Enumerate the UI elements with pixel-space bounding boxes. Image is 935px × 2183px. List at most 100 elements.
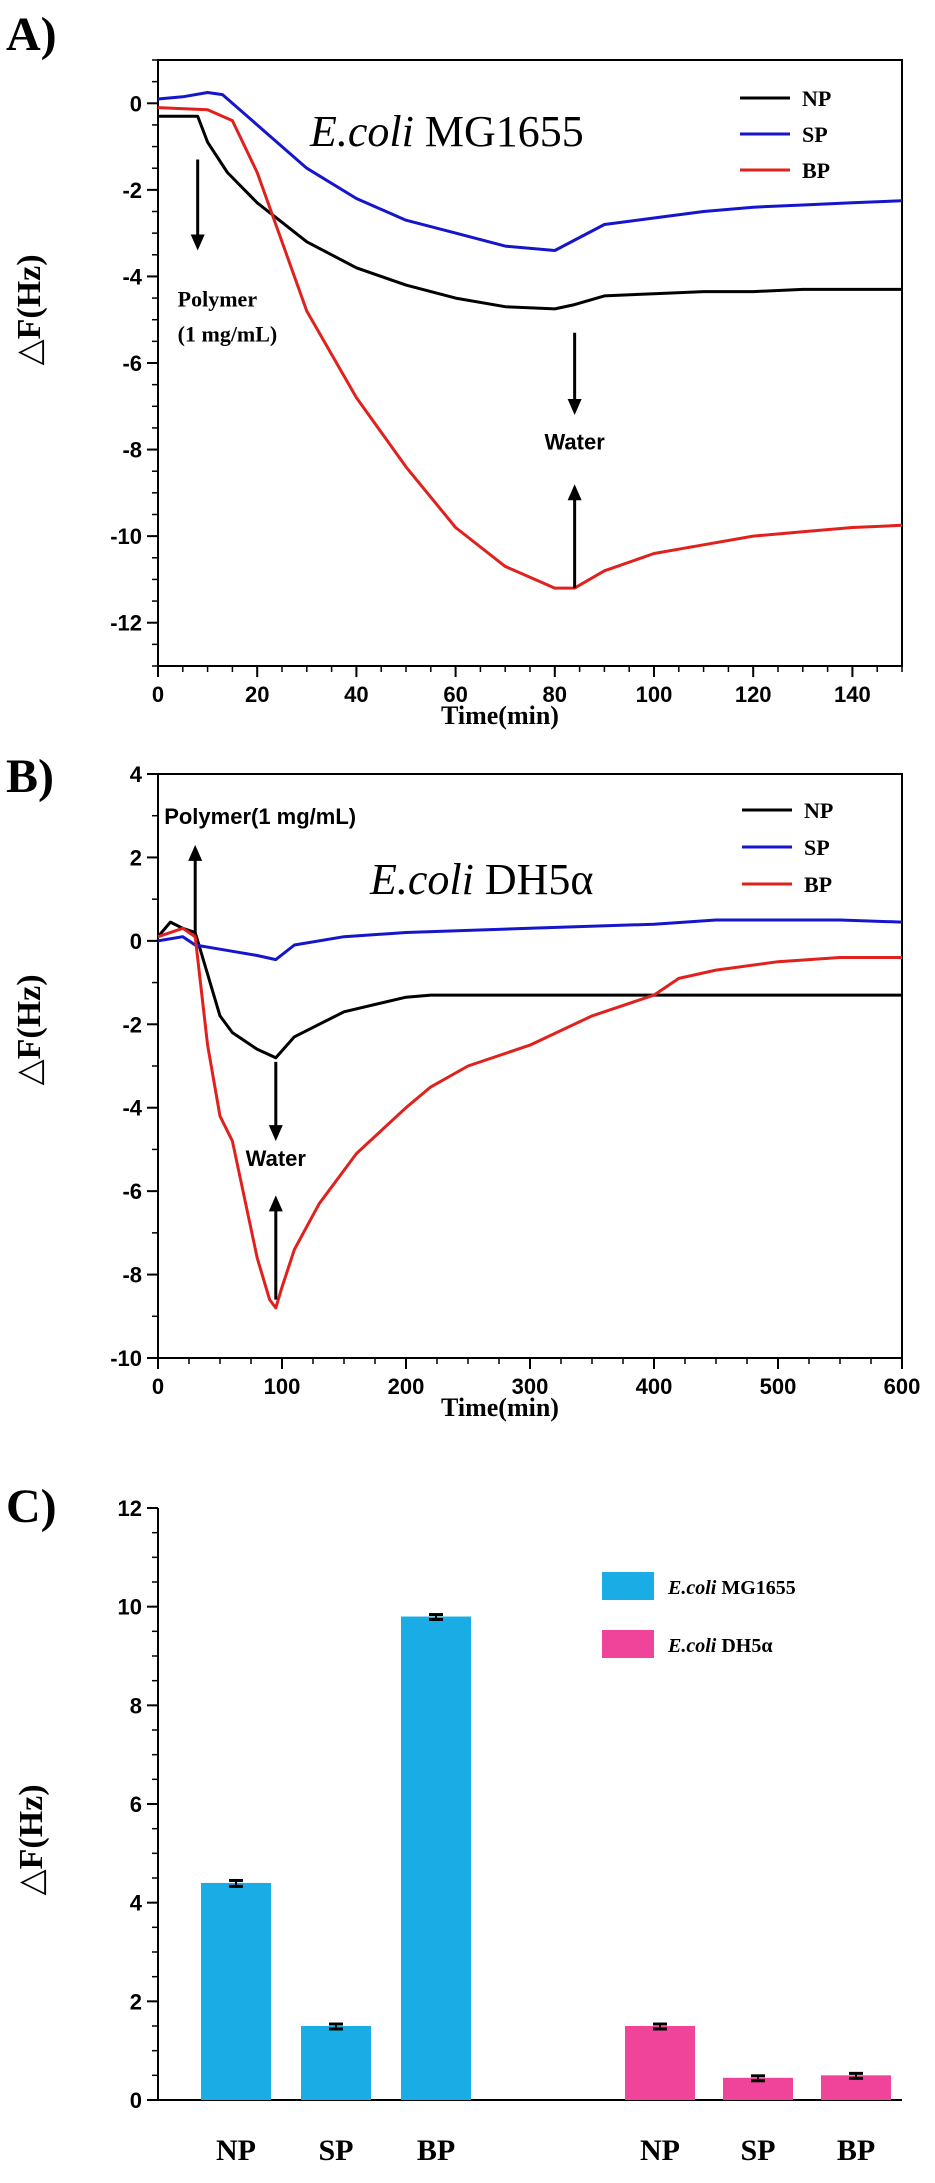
x-tick-label: 0 [152, 682, 164, 707]
series-line-sp [157, 91, 903, 252]
annotation-arrow-2-head [567, 484, 582, 501]
legend-label-bp: BP [802, 158, 830, 183]
panel-b-strain-label: E.coli DH5α [369, 855, 593, 904]
panel-a-strain-roman: MG1655 [414, 107, 584, 156]
x-tick-label: 100 [264, 1374, 301, 1399]
y-tick-label: 0 [130, 91, 142, 116]
annotation-arrow-0-head [188, 844, 203, 861]
y-tick-label: 0 [130, 2088, 142, 2113]
x-tick-label: 400 [636, 1374, 673, 1399]
panel-b-x-axis-title: Time(min) [441, 1393, 559, 1422]
legend-label-italic-g1: E.coli [667, 1635, 717, 1657]
legend-label-bp: BP [804, 872, 832, 897]
panel-b: B) △F(Hz) Time(min) E.coli DH5α 0 100 200 3… [6, 750, 920, 1422]
x-tick-label: 200 [388, 1374, 425, 1399]
panel-b-y-axis-title: △F(Hz) [11, 974, 48, 1085]
y-tick-label: -8 [122, 1263, 142, 1288]
annotation-arrow-0-head [190, 234, 205, 251]
panel-b-strain-italic: E.coli [369, 855, 474, 904]
x-tick-label: 80 [543, 682, 567, 707]
y-tick-label: -10 [110, 1346, 142, 1371]
y-tick-label: -2 [122, 178, 142, 203]
y-tick-label: 2 [130, 845, 142, 870]
series-line-bp [157, 926, 902, 1310]
category-label-g1-bp: BP [837, 2134, 875, 2167]
y-tick-label: 10 [118, 1595, 142, 1620]
x-tick-label: 100 [636, 682, 673, 707]
legend-label-g0: E.coli MG1655 [667, 1577, 796, 1599]
panel-a-x-axis-title: Time(min) [441, 701, 559, 730]
legend-swatch-g1 [602, 1630, 654, 1658]
bar-g1-sp [723, 2077, 793, 2100]
y-tick-label: -8 [122, 438, 142, 463]
category-label-g0-sp: SP [318, 2134, 353, 2167]
y-tick-label: 6 [130, 1792, 142, 1817]
category-label-g1-sp: SP [740, 2134, 775, 2167]
bar-g0-sp [301, 2026, 371, 2100]
y-tick-label: 8 [130, 1693, 142, 1718]
series-line-np [156, 920, 902, 1060]
x-tick-label: 300 [512, 1374, 549, 1399]
annotation-text-0: Polymer [178, 287, 258, 312]
bar-g0-np [201, 1882, 271, 2100]
category-label-g0-np: NP [216, 2134, 256, 2167]
x-tick-label: 40 [344, 682, 368, 707]
legend-label-roman-g1: DH5α [716, 1635, 772, 1657]
y-tick-label: -10 [110, 524, 142, 549]
annotation-arrow-1-head [567, 398, 582, 415]
series-line-sp [157, 918, 903, 962]
annotation-arrow-2-head [268, 1195, 283, 1212]
panel-a: A) △F(Hz) Time(min) E.coli MG1655 0 20 40 6… [6, 8, 903, 730]
category-label-g1-np: NP [640, 2134, 680, 2167]
panel-a-strain-label: E.coli MG1655 [309, 107, 584, 156]
x-tick-label: 140 [834, 682, 871, 707]
y-tick-label: 4 [130, 762, 143, 787]
annotation-text-2: Water [544, 430, 605, 455]
legend-label-np: NP [804, 798, 833, 823]
annotation-text-1: (1 mg/mL) [178, 321, 278, 346]
legend-swatch-g0 [602, 1572, 654, 1600]
series-line-bp [157, 106, 903, 590]
x-tick-label: 500 [760, 1374, 797, 1399]
y-tick-label: -12 [110, 611, 142, 636]
panel-c-plot: 0 2 4 6 8 10 12 NP SP BP E.coli MG1655 NP SP BP E.coli… [118, 1496, 902, 2167]
annotation-text-1: Water [246, 1146, 307, 1171]
category-label-g0-bp: BP [417, 2134, 455, 2167]
panel-c-label: C) [6, 1480, 57, 1533]
panel-a-y-axis-title: △F(Hz) [11, 254, 48, 365]
bar-g0-bp [401, 1616, 471, 2100]
x-tick-label: 600 [884, 1374, 921, 1399]
legend-label-italic-g0: E.coli [667, 1577, 717, 1599]
panel-c-y-axis-title: △F(Hz) [13, 1784, 50, 1895]
panel-b-strain-roman: DH5α [474, 855, 594, 904]
panel-c: C) △F(Hz) 0 2 4 6 8 10 12 NP SP BP E.coli MG1655 NP… [6, 1480, 902, 2167]
legend-label-g1: E.coli DH5α [667, 1635, 773, 1657]
y-tick-label: 2 [130, 1989, 142, 2014]
y-tick-label: 0 [130, 929, 142, 954]
legend-label-roman-g0: MG1655 [716, 1577, 795, 1599]
y-tick-label: 4 [130, 1891, 143, 1916]
y-tick-label: 12 [118, 1496, 142, 1521]
y-tick-label: -6 [122, 1179, 142, 1204]
panel-b-plot: 0 100 200 300 400 500 600 4 2 0 -2 -4 -6 -8 -10 NP SP BP P… [110, 762, 920, 1399]
x-tick-label: 60 [443, 682, 467, 707]
annotation-text-0: Polymer(1 mg/mL) [164, 804, 356, 829]
y-tick-label: -6 [122, 351, 142, 376]
panel-b-label: B) [6, 750, 54, 803]
x-tick-label: 120 [735, 682, 772, 707]
bar-g1-np [625, 2026, 695, 2100]
legend-label-np: NP [802, 86, 831, 111]
series-line-np [158, 114, 902, 311]
panel-a-plot: 0 20 40 60 80 100 120 140 0 -2 -4 -6 -8 -10 -12 NP SP BP P… [110, 59, 903, 707]
x-tick-label: 0 [152, 1374, 164, 1399]
y-tick-label: -4 [122, 1096, 142, 1121]
y-tick-label: -2 [122, 1012, 142, 1037]
y-tick-label: -4 [122, 264, 142, 289]
panel-a-strain-italic: E.coli [309, 107, 414, 156]
x-tick-label: 20 [245, 682, 269, 707]
annotation-arrow-1-head [268, 1125, 283, 1142]
legend-label-sp: SP [804, 835, 830, 860]
legend-label-sp: SP [802, 122, 828, 147]
panel-a-label: A) [6, 8, 57, 61]
